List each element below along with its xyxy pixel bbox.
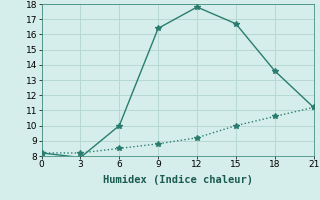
X-axis label: Humidex (Indice chaleur): Humidex (Indice chaleur) (103, 175, 252, 185)
